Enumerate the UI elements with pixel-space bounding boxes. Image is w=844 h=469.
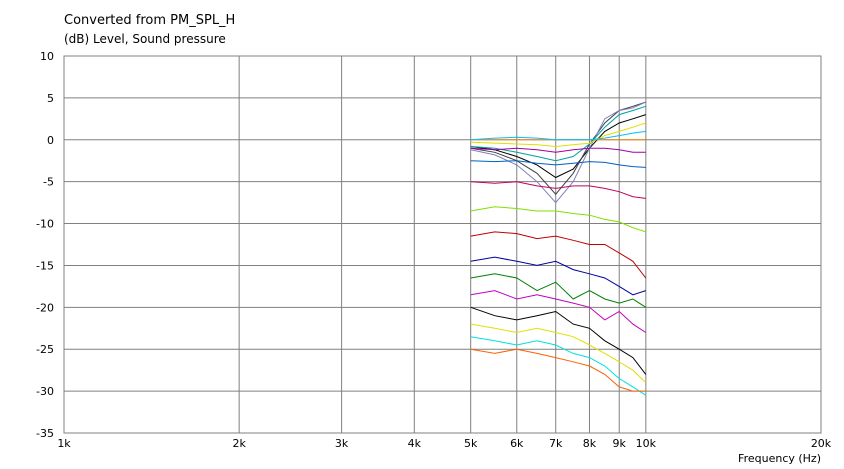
y-tick-label: -30 [36, 385, 54, 398]
series-line-18 [470, 336, 647, 396]
y-tick-label: -15 [36, 259, 54, 272]
y-tick-label: 0 [47, 134, 54, 147]
x-tick-label: 10k [636, 437, 657, 450]
x-tick-label: 9k [613, 437, 627, 450]
x-tick-label: 20k [811, 437, 832, 450]
series-line-4 [470, 101, 647, 204]
series-line-14 [470, 273, 647, 308]
series-line-3 [470, 101, 646, 195]
x-tick-label: 2k [232, 437, 246, 450]
y-tick-label: -5 [43, 176, 54, 189]
x-tick-label: 5k [464, 437, 478, 450]
y-tick-label: -35 [36, 427, 54, 440]
x-tick-label: 6k [510, 437, 524, 450]
grid [64, 56, 821, 433]
series-line-11 [470, 206, 646, 233]
x-tick-label: 7k [549, 437, 563, 450]
plot-area [63, 55, 822, 434]
y-tick-label: 10 [40, 50, 54, 63]
series-line-6 [470, 122, 646, 148]
series-line-2 [470, 114, 646, 179]
x-tick-label: 1k [57, 437, 71, 450]
chart-title: Converted from PM_SPL_H [64, 13, 235, 28]
series-line-12 [470, 231, 647, 279]
series-line-15 [470, 290, 647, 333]
series-line-9 [470, 160, 646, 168]
y-tick-label: -25 [36, 343, 54, 356]
series-line-13 [470, 256, 646, 296]
series-group [470, 101, 647, 396]
y-tick-label: -20 [36, 301, 54, 314]
x-tick-label: 8k [583, 437, 597, 450]
x-tick-label: 4k [408, 437, 422, 450]
x-axis-label: Frequency (Hz) [738, 452, 821, 465]
y-tick-label: 5 [47, 92, 54, 105]
series-line-16 [470, 306, 647, 375]
series-line-5 [470, 105, 646, 162]
chart-subtitle: (dB) Level, Sound pressure [64, 32, 226, 46]
x-tick-label: 3k [335, 437, 349, 450]
series-line-7 [470, 130, 646, 141]
series-line-17 [470, 323, 647, 384]
y-tick-label: -10 [36, 218, 54, 231]
y-axis: 10 5 0 -5 -10 -15 -20 -25 -30 -35 [36, 50, 54, 440]
x-axis: 1k 2k 3k 4k 5k 6k 7k 8k 9k 10k 20k [57, 437, 831, 450]
series-line-8 [470, 147, 646, 153]
series-line-19 [470, 348, 646, 392]
series-line-10 [470, 181, 646, 199]
